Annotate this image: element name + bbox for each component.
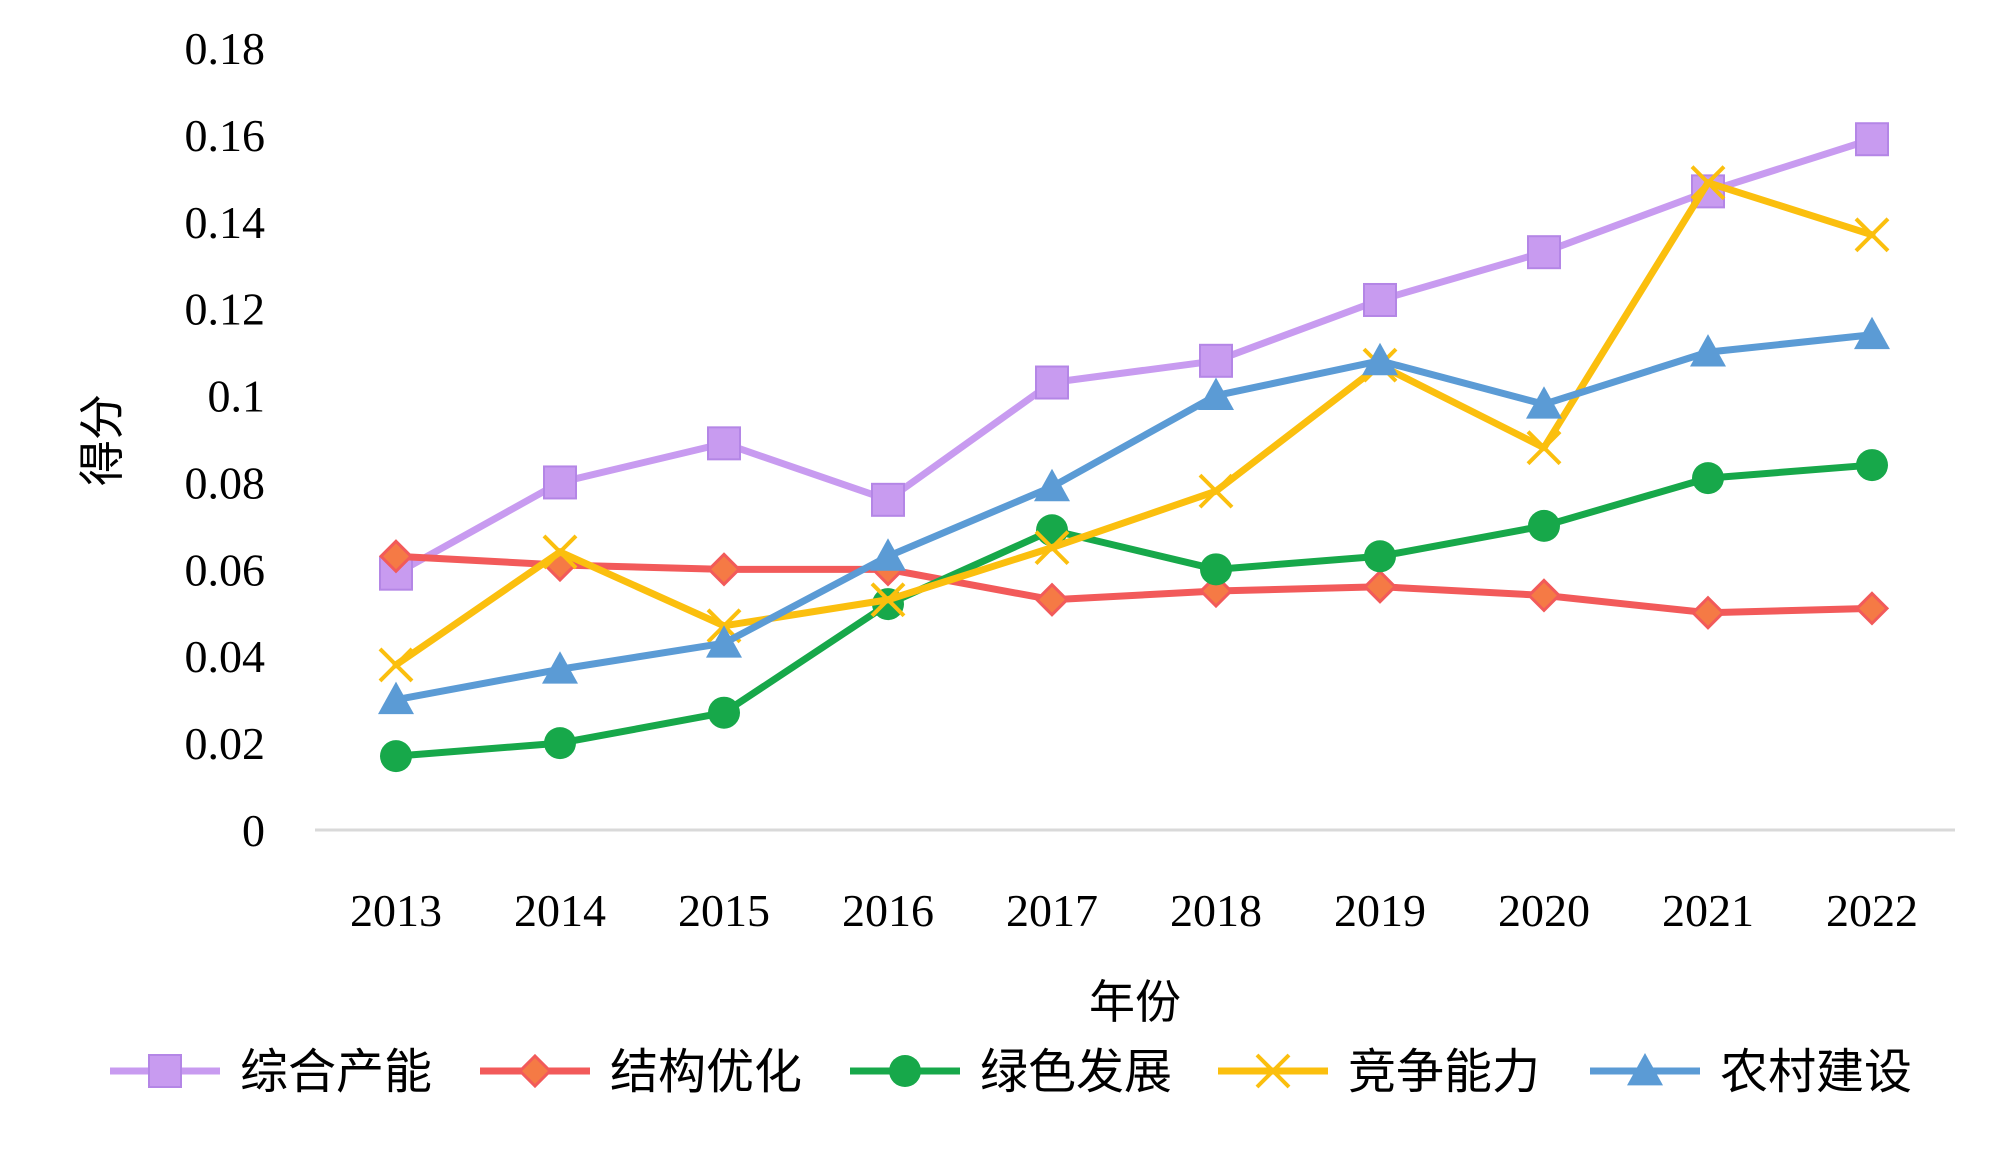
y-tick-label: 0.04 — [185, 631, 266, 682]
data-point — [706, 552, 742, 587]
y-axis-ticks: 0 0.02 0.04 0.06 0.08 0.1 0.12 0.14 0.16 0.18 — [185, 23, 266, 856]
series-3 — [380, 449, 1888, 773]
series-line — [392, 331, 1876, 704]
data-point — [378, 681, 414, 715]
y-tick-label: 0.14 — [185, 197, 266, 248]
data-point — [1690, 595, 1726, 630]
data-point — [1528, 509, 1560, 542]
data-point — [1200, 553, 1232, 586]
legend-label: 农村建设 — [1720, 1046, 1912, 1099]
data-point — [870, 538, 906, 571]
data-point — [706, 625, 742, 658]
data-point — [870, 582, 906, 618]
x-tick-label: 2015 — [678, 885, 770, 936]
x-tick-label: 2019 — [1334, 885, 1426, 936]
data-point — [1034, 468, 1070, 502]
y-tick-label: 0.18 — [185, 23, 266, 74]
legend-marker — [1627, 1053, 1663, 1086]
data-point — [1854, 217, 1890, 253]
series-group — [378, 122, 1890, 773]
y-tick-label: 0 — [242, 805, 265, 856]
legend-item: 综合产能 — [110, 1046, 432, 1099]
data-point — [1526, 430, 1562, 466]
legend-item: 农村建设 — [1590, 1046, 1912, 1099]
legend-marker — [1255, 1053, 1291, 1089]
y-axis-title: 得分 — [77, 394, 128, 486]
data-point — [1855, 122, 1889, 157]
legend-marker — [889, 1055, 921, 1087]
legend-label: 综合产能 — [240, 1046, 432, 1099]
x-tick-label: 2018 — [1170, 885, 1262, 936]
data-point — [1198, 377, 1234, 410]
data-point — [1362, 569, 1398, 604]
data-point — [1364, 540, 1396, 573]
data-point — [1690, 165, 1726, 201]
data-point — [1363, 282, 1397, 317]
data-point — [708, 696, 740, 729]
data-point — [1035, 365, 1069, 400]
y-tick-label: 0.06 — [185, 544, 266, 595]
data-point — [1362, 342, 1398, 376]
data-point — [1526, 578, 1562, 613]
data-point — [871, 482, 905, 517]
legend-label: 竞争能力 — [1348, 1046, 1540, 1099]
series-line — [392, 461, 1876, 760]
series-line — [392, 552, 1876, 617]
x-tick-label: 2021 — [1662, 885, 1754, 936]
series-5 — [378, 316, 1890, 715]
data-point — [378, 647, 414, 683]
data-point — [1854, 316, 1890, 350]
x-tick-label: 2013 — [350, 885, 442, 936]
data-point — [544, 727, 576, 760]
data-point — [1856, 449, 1888, 482]
y-tick-label: 0.16 — [185, 110, 266, 161]
legend-marker — [148, 1054, 182, 1088]
y-tick-label: 0.12 — [185, 284, 266, 335]
data-point — [1527, 235, 1561, 270]
legend-label: 绿色发展 — [980, 1046, 1172, 1099]
legend-label: 结构优化 — [610, 1046, 802, 1099]
data-point — [543, 465, 577, 500]
data-point — [1690, 334, 1726, 367]
legend-item: 竞争能力 — [1218, 1046, 1540, 1099]
series-2 — [378, 539, 1890, 630]
x-tick-label: 2022 — [1826, 885, 1918, 936]
series-line — [392, 179, 1876, 669]
data-point — [542, 651, 578, 684]
data-point — [1526, 386, 1562, 419]
data-point — [378, 539, 414, 574]
x-tick-label: 2020 — [1498, 885, 1590, 936]
legend-item: 结构优化 — [480, 1046, 802, 1099]
data-point — [1198, 473, 1234, 509]
legend-marker — [517, 1053, 553, 1089]
data-point — [1034, 582, 1070, 617]
legend-item: 绿色发展 — [850, 1046, 1172, 1099]
data-point — [380, 740, 412, 773]
x-tick-label: 2017 — [1006, 885, 1098, 936]
series-line — [392, 135, 1876, 578]
data-point — [1199, 343, 1233, 378]
series-4 — [378, 165, 1890, 683]
x-tick-label: 2014 — [514, 885, 606, 936]
x-tick-label: 2016 — [842, 885, 934, 936]
legend: 综合产能 结构优化 绿色发展 竞争能力 农村建设 — [110, 1046, 1912, 1099]
y-tick-label: 0.08 — [185, 457, 266, 508]
data-point — [1854, 591, 1890, 626]
data-point — [707, 426, 741, 461]
data-point — [542, 534, 578, 570]
data-point — [1034, 530, 1070, 566]
data-point — [1198, 573, 1234, 609]
x-axis-title: 年份 — [1089, 977, 1181, 1028]
x-axis-ticks: 2013 2014 2015 2016 2017 2018 2019 2020 2021 2022 — [350, 885, 1918, 936]
y-tick-label: 0.1 — [208, 371, 266, 422]
y-tick-label: 0.02 — [185, 718, 266, 769]
data-point — [1692, 462, 1724, 495]
